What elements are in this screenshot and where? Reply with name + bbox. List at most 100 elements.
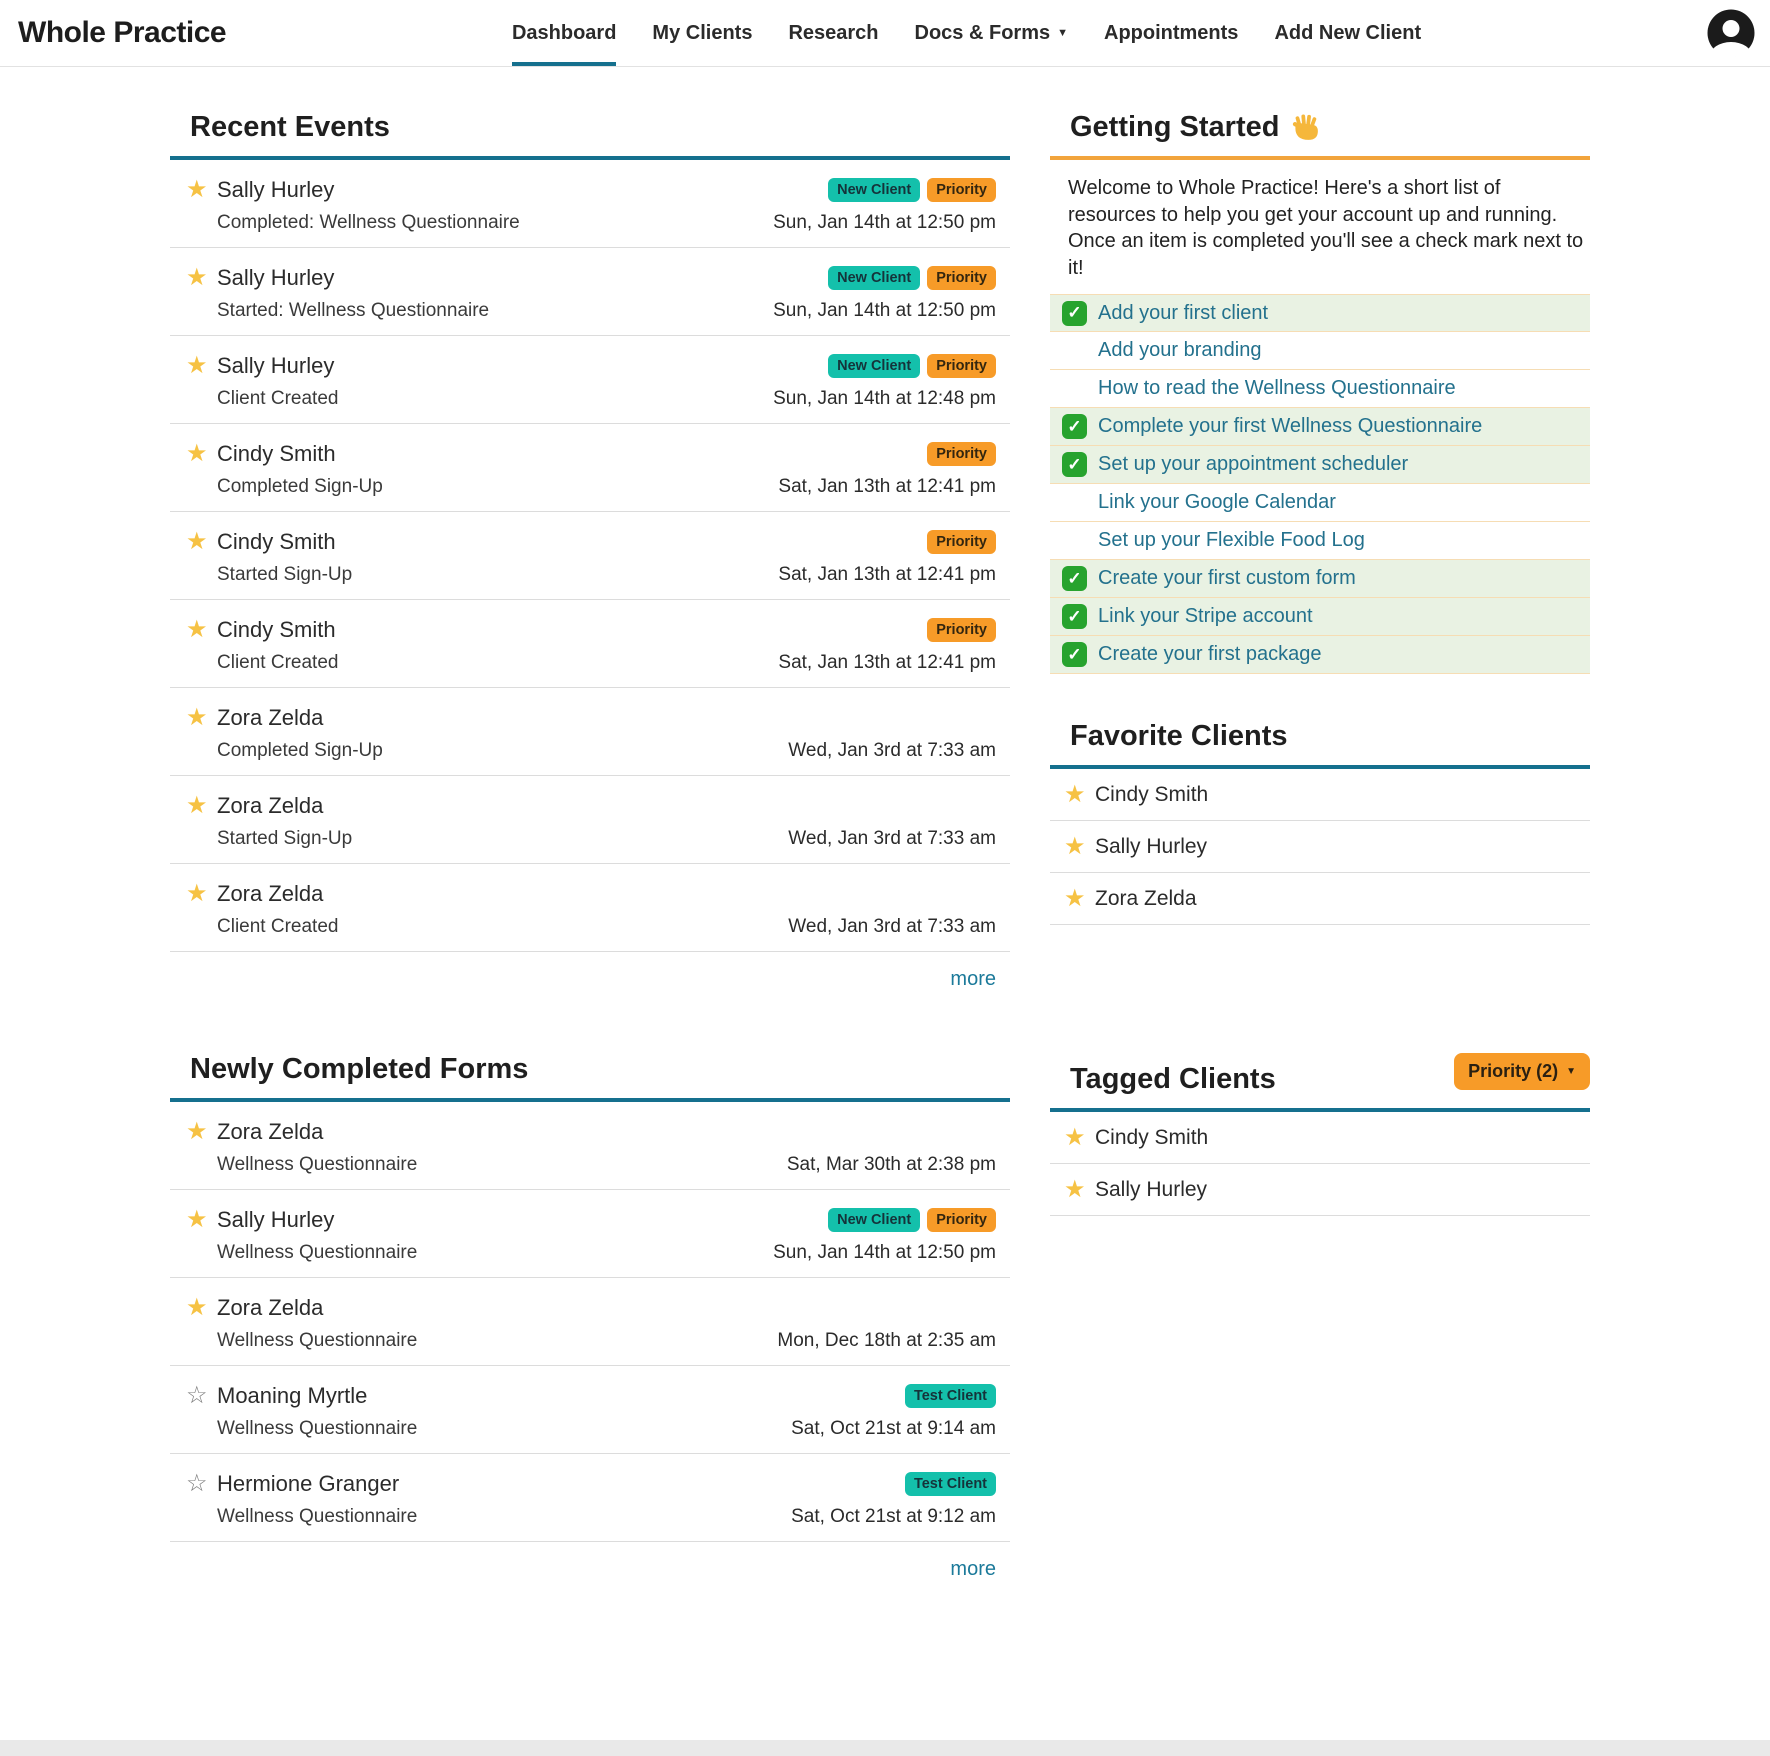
right-rail-top: Getting Started Welcome to Whole Practic… — [1050, 111, 1590, 926]
client-name: Zora Zelda — [217, 1119, 324, 1144]
nav-item-label: Dashboard — [511, 21, 617, 44]
favorite-star-icon[interactable]: ★ — [1064, 833, 1086, 861]
checklist-item: ✓ Add your first client — [1050, 294, 1590, 333]
event-timestamp: Sun, Jan 14th at 12:50 pm — [773, 1242, 996, 1263]
client-name: Zora Zelda — [217, 881, 324, 906]
favorite-star-icon[interactable]: ★ — [186, 792, 208, 819]
priority-filter-dropdown[interactable]: Priority (2) ▼ — [1454, 1053, 1590, 1090]
getting-started-link[interactable]: Add your branding — [1098, 339, 1262, 362]
completed-forms-more-link[interactable]: more — [950, 1558, 996, 1580]
list-item[interactable]: ★ Zora Zelda Wellness Questionnaire Mon,… — [170, 1278, 1010, 1366]
getting-started-link[interactable]: Create your first package — [1098, 643, 1322, 666]
favorite-star-icon[interactable]: ★ — [1064, 781, 1086, 809]
app-logo[interactable]: Whole Practice — [18, 16, 227, 49]
favorite-star-icon[interactable]: ★ — [186, 1118, 208, 1145]
list-item[interactable]: ☆ Moaning Myrtle Test Client Wellness Qu… — [170, 1366, 1010, 1454]
event-detail: Started: Wellness Questionnaire — [217, 300, 490, 321]
list-item[interactable]: ★ Sally Hurley New Client Priority Comple… — [170, 160, 1010, 248]
favorite-star-icon[interactable]: ★ — [186, 264, 208, 291]
getting-started-link[interactable]: Link your Google Calendar — [1098, 491, 1336, 514]
client-name: Moaning Myrtle — [217, 1383, 368, 1408]
favorite-star-icon[interactable]: ★ — [186, 176, 208, 203]
checklist-item: Add your branding — [1050, 332, 1590, 371]
list-item[interactable]: ★ Sally Hurley — [1050, 1164, 1590, 1216]
nav-item-label: My Clients — [652, 21, 753, 44]
nav-item-add-new-client[interactable]: Add New Client — [1274, 0, 1421, 66]
list-item[interactable]: ★ Cindy Smith — [1050, 769, 1590, 822]
event-detail: Completed: Wellness Questionnaire — [217, 212, 520, 233]
getting-started-link[interactable]: Link your Stripe account — [1098, 605, 1313, 628]
nav-item-research[interactable]: Research — [788, 0, 878, 66]
favorite-star-icon[interactable]: ★ — [186, 704, 208, 731]
waving-hand-icon — [1293, 114, 1319, 140]
list-item[interactable]: ★ Sally Hurley New Client Priority Starte… — [170, 248, 1010, 336]
badges: Priority — [927, 530, 996, 554]
favorite-star-icon[interactable]: ☆ — [186, 1382, 208, 1409]
event-timestamp: Sat, Mar 30th at 2:38 pm — [786, 1154, 996, 1175]
list-item[interactable]: ★ Sally Hurley New Client Priority Wellne… — [170, 1190, 1010, 1278]
favorite-star-icon[interactable]: ★ — [186, 1294, 208, 1321]
dashboard-content: Recent Events ★ Sally Hurley New Client P… — [170, 67, 1590, 1581]
list-item[interactable]: ★ Sally Hurley — [1050, 821, 1590, 874]
list-item[interactable]: ★ Cindy Smith Priority Completed Sign-Up… — [170, 424, 1010, 512]
event-detail: Wellness Questionnaire — [217, 1154, 418, 1175]
newly-completed-forms-header: Newly Completed Forms — [170, 1053, 1010, 1102]
event-timestamp: Sat, Oct 21st at 9:12 am — [791, 1506, 996, 1527]
favorite-star-icon[interactable]: ☆ — [186, 1470, 208, 1497]
newly-completed-forms-section: Newly Completed Forms ★ Zora Zelda Welln… — [170, 1053, 1010, 1581]
client-name: Sally Hurley — [1095, 835, 1208, 859]
list-item[interactable]: ★ Zora Zelda Completed Sign-Up Wed, Jan … — [170, 688, 1010, 776]
recent-events-header: Recent Events — [170, 111, 1010, 160]
nav-item-docs-forms[interactable]: Docs & Forms ▼ — [915, 0, 1068, 66]
list-item[interactable]: ★ Sally Hurley New Client Priority Client… — [170, 336, 1010, 424]
badges: New Client Priority — [828, 1208, 996, 1232]
client-name: Hermione Granger — [217, 1471, 400, 1496]
user-avatar[interactable] — [1707, 9, 1755, 57]
event-timestamp: Wed, Jan 3rd at 7:33 am — [788, 740, 996, 761]
event-timestamp: Wed, Jan 3rd at 7:33 am — [788, 828, 996, 849]
recent-events-list: ★ Sally Hurley New Client Priority Comple… — [170, 160, 1010, 952]
list-item[interactable]: ★ Cindy Smith — [1050, 1112, 1590, 1164]
event-detail: Client Created — [217, 652, 339, 673]
getting-started-link[interactable]: Create your first custom form — [1098, 567, 1356, 590]
nav-item-appointments[interactable]: Appointments — [1104, 0, 1238, 66]
favorite-star-icon[interactable]: ★ — [186, 880, 208, 907]
getting-started-link[interactable]: Set up your Flexible Food Log — [1098, 529, 1365, 552]
favorite-star-icon[interactable]: ★ — [186, 352, 208, 379]
list-item[interactable]: ★ Cindy Smith Priority Started Sign-Up S… — [170, 512, 1010, 600]
favorite-star-icon[interactable]: ★ — [186, 1206, 208, 1233]
list-item[interactable]: ★ Zora Zelda Started Sign-Up Wed, Jan 3r… — [170, 776, 1010, 864]
getting-started-link[interactable]: Set up your appointment scheduler — [1098, 453, 1409, 476]
favorite-star-icon[interactable]: ★ — [186, 616, 208, 643]
favorite-star-icon[interactable]: ★ — [1064, 1124, 1086, 1151]
recent-events-more-link[interactable]: more — [950, 968, 996, 990]
chevron-down-icon: ▼ — [1057, 27, 1068, 39]
badges: New Client Priority — [828, 178, 996, 202]
list-item[interactable]: ★ Cindy Smith Priority Client Created Sa… — [170, 600, 1010, 688]
list-item[interactable]: ★ Zora Zelda Client Created Wed, Jan 3rd… — [170, 864, 1010, 952]
list-item[interactable]: ★ Zora Zelda — [1050, 873, 1590, 926]
getting-started-link[interactable]: How to read the Wellness Questionnaire — [1098, 377, 1456, 400]
getting-started-link[interactable]: Complete your first Wellness Questionnai… — [1098, 415, 1483, 438]
priority-badge: Priority — [927, 178, 996, 202]
list-item[interactable]: ★ Zora Zelda Wellness Questionnaire Sat,… — [170, 1102, 1010, 1190]
nav-item-my-clients[interactable]: My Clients — [652, 0, 752, 66]
getting-started-link[interactable]: Add your first client — [1098, 301, 1269, 324]
getting-started-welcome: Welcome to Whole Practice! Here's a shor… — [1068, 177, 1584, 279]
getting-started-header: Getting Started — [1050, 111, 1590, 160]
checked-checkbox-icon: ✓ — [1062, 414, 1087, 440]
list-item[interactable]: ☆ Hermione Granger Test Client Wellness … — [170, 1454, 1010, 1542]
event-detail: Completed Sign-Up — [217, 476, 383, 497]
event-detail: Started Sign-Up — [217, 564, 353, 585]
priority-badge: Priority — [927, 1208, 996, 1232]
newly-completed-forms-list: ★ Zora Zelda Wellness Questionnaire Sat,… — [170, 1102, 1010, 1542]
nav-item-dashboard[interactable]: Dashboard — [511, 0, 617, 66]
badges: New Client Priority — [828, 354, 996, 378]
favorite-star-icon[interactable]: ★ — [1064, 1176, 1086, 1203]
favorite-star-icon[interactable]: ★ — [186, 440, 208, 467]
event-timestamp: Sat, Jan 13th at 12:41 pm — [778, 476, 996, 497]
favorite-star-icon[interactable]: ★ — [1064, 885, 1086, 913]
event-timestamp: Sat, Jan 13th at 12:41 pm — [778, 564, 996, 585]
favorite-star-icon[interactable]: ★ — [186, 528, 208, 555]
tagged-clients-section: Tagged Clients Priority (2) ▼ ★ Cindy Sm… — [1050, 1053, 1590, 1216]
